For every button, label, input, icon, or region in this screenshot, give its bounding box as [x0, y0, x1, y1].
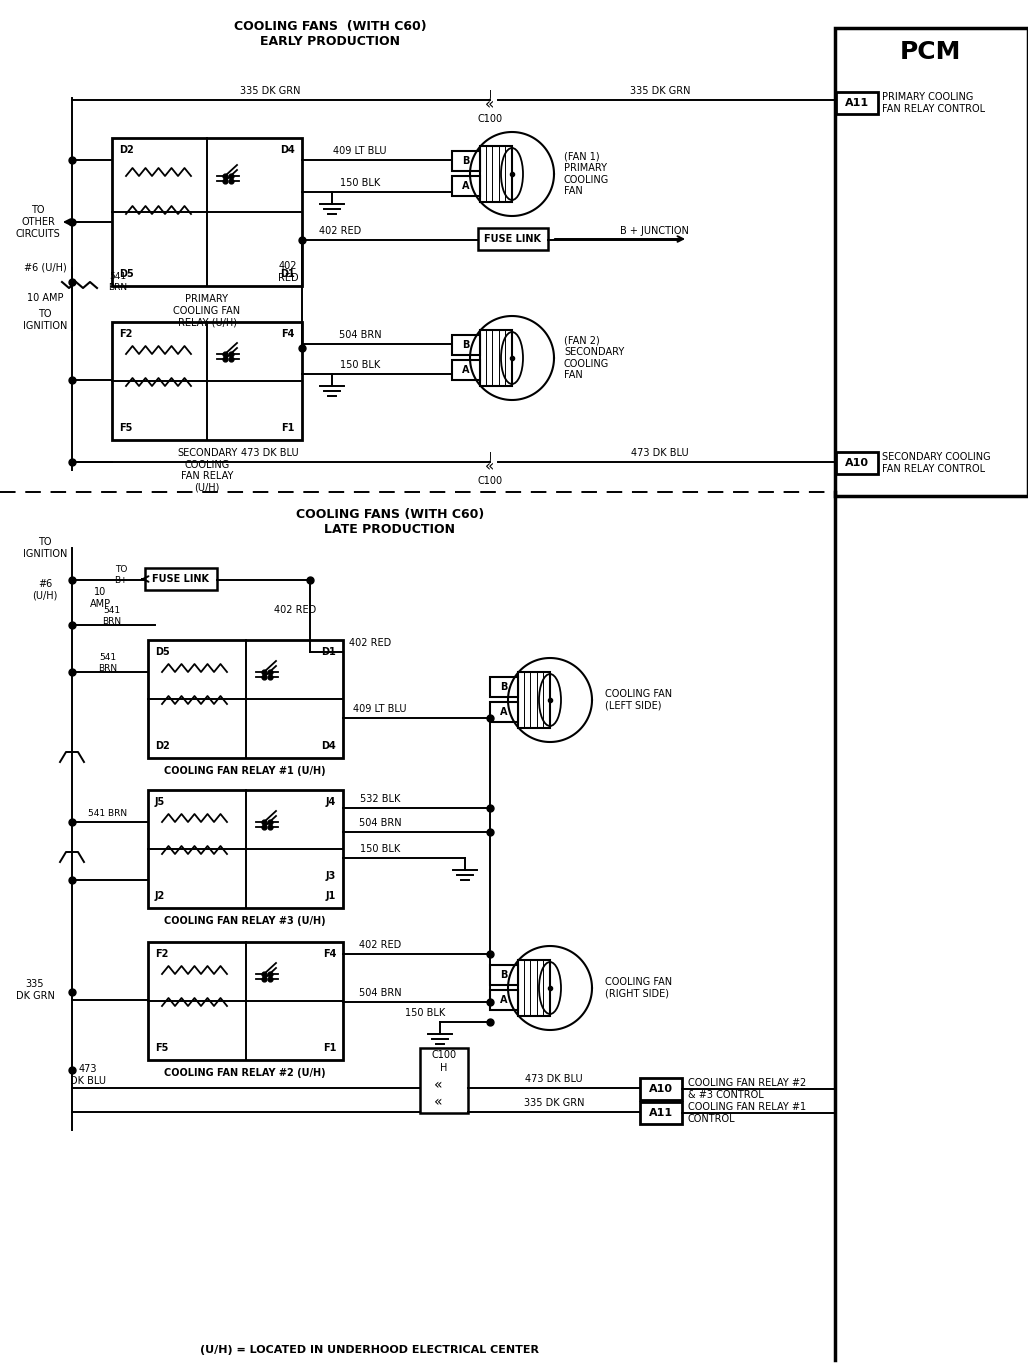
- Text: «: «: [434, 1095, 442, 1109]
- Bar: [452, 176, 480, 196]
- Text: 402 RED: 402 RED: [319, 226, 361, 236]
- Text: 532 BLK: 532 BLK: [360, 794, 400, 804]
- Text: SECONDARY
COOLING
FAN RELAY
(U/H): SECONDARY COOLING FAN RELAY (U/H): [177, 449, 237, 493]
- Text: A: A: [501, 707, 508, 718]
- Text: J: J: [488, 451, 491, 462]
- Bar: [518, 960, 550, 1017]
- Text: J2: J2: [155, 890, 166, 901]
- Text: 409 LT BLU: 409 LT BLU: [333, 145, 387, 156]
- Text: 473
DK BLU: 473 DK BLU: [70, 1065, 106, 1085]
- Text: TO
OTHER
CIRCUITS: TO OTHER CIRCUITS: [15, 206, 61, 239]
- Text: 473 DK BLU: 473 DK BLU: [242, 449, 299, 458]
- Text: B: B: [463, 156, 470, 166]
- Bar: [836, 92, 878, 114]
- Text: B + JUNCTION: B + JUNCTION: [620, 226, 689, 236]
- Text: COOLING FAN RELAY #3 (U/H): COOLING FAN RELAY #3 (U/H): [164, 916, 326, 926]
- Text: H: H: [440, 1063, 447, 1073]
- Text: F5: F5: [155, 1043, 169, 1052]
- Text: D4: D4: [281, 145, 295, 155]
- Text: F4: F4: [323, 949, 336, 959]
- Text: #6
(U/H): #6 (U/H): [32, 579, 58, 601]
- Text: COOLING FANS  (WITH C60)
EARLY PRODUCTION: COOLING FANS (WITH C60) EARLY PRODUCTION: [233, 21, 427, 48]
- Text: 541
BRN: 541 BRN: [108, 272, 127, 292]
- Text: A11: A11: [649, 1109, 673, 1118]
- Text: 541
BRN: 541 BRN: [99, 653, 117, 672]
- Text: 541
BRN: 541 BRN: [103, 606, 121, 626]
- Text: A10: A10: [845, 458, 869, 468]
- Text: 473 DK BLU: 473 DK BLU: [631, 449, 689, 458]
- Text: (FAN 2)
SECONDARY
COOLING
FAN: (FAN 2) SECONDARY COOLING FAN: [564, 336, 624, 380]
- Bar: [490, 991, 518, 1010]
- Text: C100: C100: [477, 476, 503, 486]
- Bar: [480, 145, 512, 202]
- Text: D4: D4: [321, 741, 336, 750]
- Bar: [452, 359, 480, 380]
- Text: 150 BLK: 150 BLK: [340, 359, 380, 370]
- Text: 10 AMP: 10 AMP: [27, 294, 64, 303]
- Text: FUSE LINK: FUSE LINK: [484, 235, 542, 244]
- Text: (FAN 1)
PRIMARY
COOLING
FAN: (FAN 1) PRIMARY COOLING FAN: [564, 151, 610, 196]
- Text: 10
AMP: 10 AMP: [90, 587, 111, 609]
- Text: COOLING FAN
(RIGHT SIDE): COOLING FAN (RIGHT SIDE): [605, 977, 672, 999]
- Text: J: J: [488, 91, 491, 100]
- Text: D2: D2: [119, 145, 134, 155]
- Text: 473 DK BLU: 473 DK BLU: [525, 1074, 583, 1084]
- Text: COOLING FAN RELAY #2
& #3 CONTROL: COOLING FAN RELAY #2 & #3 CONTROL: [688, 1078, 806, 1100]
- Text: J5: J5: [155, 797, 166, 807]
- Bar: [452, 335, 480, 355]
- Text: 504 BRN: 504 BRN: [359, 818, 401, 827]
- Text: TO
IGNITION: TO IGNITION: [23, 538, 67, 558]
- Bar: [836, 451, 878, 473]
- Text: F1: F1: [323, 1043, 336, 1052]
- Bar: [640, 1078, 682, 1100]
- Text: 402 RED: 402 RED: [273, 605, 317, 615]
- Bar: [835, 27, 1028, 497]
- Text: A: A: [501, 995, 508, 1006]
- Text: «: «: [485, 460, 494, 475]
- Text: PRIMARY
COOLING FAN
RELAY (U/H): PRIMARY COOLING FAN RELAY (U/H): [174, 294, 241, 327]
- Text: 335 DK GRN: 335 DK GRN: [240, 86, 300, 96]
- Text: TO
B+: TO B+: [114, 565, 128, 584]
- Bar: [490, 702, 518, 722]
- Text: D1: D1: [321, 648, 336, 657]
- Text: C100: C100: [477, 114, 503, 123]
- Text: D1: D1: [281, 269, 295, 279]
- Text: 335 DK GRN: 335 DK GRN: [630, 86, 690, 96]
- Bar: [480, 331, 512, 386]
- Text: FUSE LINK: FUSE LINK: [152, 573, 210, 584]
- Text: D5: D5: [155, 648, 170, 657]
- Bar: [148, 943, 343, 1061]
- Text: 335 DK GRN: 335 DK GRN: [523, 1098, 584, 1109]
- Bar: [148, 639, 343, 757]
- Text: 541 BRN: 541 BRN: [88, 808, 127, 818]
- Text: B: B: [501, 970, 508, 980]
- Bar: [640, 1102, 682, 1124]
- Text: C100: C100: [432, 1050, 456, 1061]
- Text: 402 RED: 402 RED: [348, 638, 391, 648]
- Text: 335
DK GRN: 335 DK GRN: [15, 980, 54, 1000]
- Bar: [145, 568, 217, 590]
- Text: «: «: [434, 1078, 442, 1092]
- Text: #6 (U/H): #6 (U/H): [24, 263, 67, 273]
- Bar: [112, 322, 302, 440]
- Text: B: B: [501, 682, 508, 691]
- Text: 402
RED: 402 RED: [278, 261, 298, 283]
- Text: «: «: [485, 97, 494, 113]
- Text: COOLING FAN
(LEFT SIDE): COOLING FAN (LEFT SIDE): [605, 689, 672, 711]
- Text: 402 RED: 402 RED: [359, 940, 401, 949]
- Text: J1: J1: [326, 890, 336, 901]
- Text: J4: J4: [326, 797, 336, 807]
- Text: F5: F5: [119, 423, 133, 434]
- Text: F2: F2: [155, 949, 169, 959]
- Text: A: A: [463, 365, 470, 375]
- Text: 409 LT BLU: 409 LT BLU: [354, 704, 407, 713]
- Bar: [478, 228, 548, 250]
- Bar: [148, 790, 343, 908]
- Bar: [420, 1048, 468, 1113]
- Text: COOLING FAN RELAY #2 (U/H): COOLING FAN RELAY #2 (U/H): [164, 1067, 326, 1078]
- Text: 150 BLK: 150 BLK: [360, 844, 400, 853]
- Text: SECONDARY COOLING
FAN RELAY CONTROL: SECONDARY COOLING FAN RELAY CONTROL: [882, 453, 991, 473]
- Bar: [490, 965, 518, 985]
- Text: 150 BLK: 150 BLK: [405, 1008, 445, 1018]
- Bar: [452, 151, 480, 172]
